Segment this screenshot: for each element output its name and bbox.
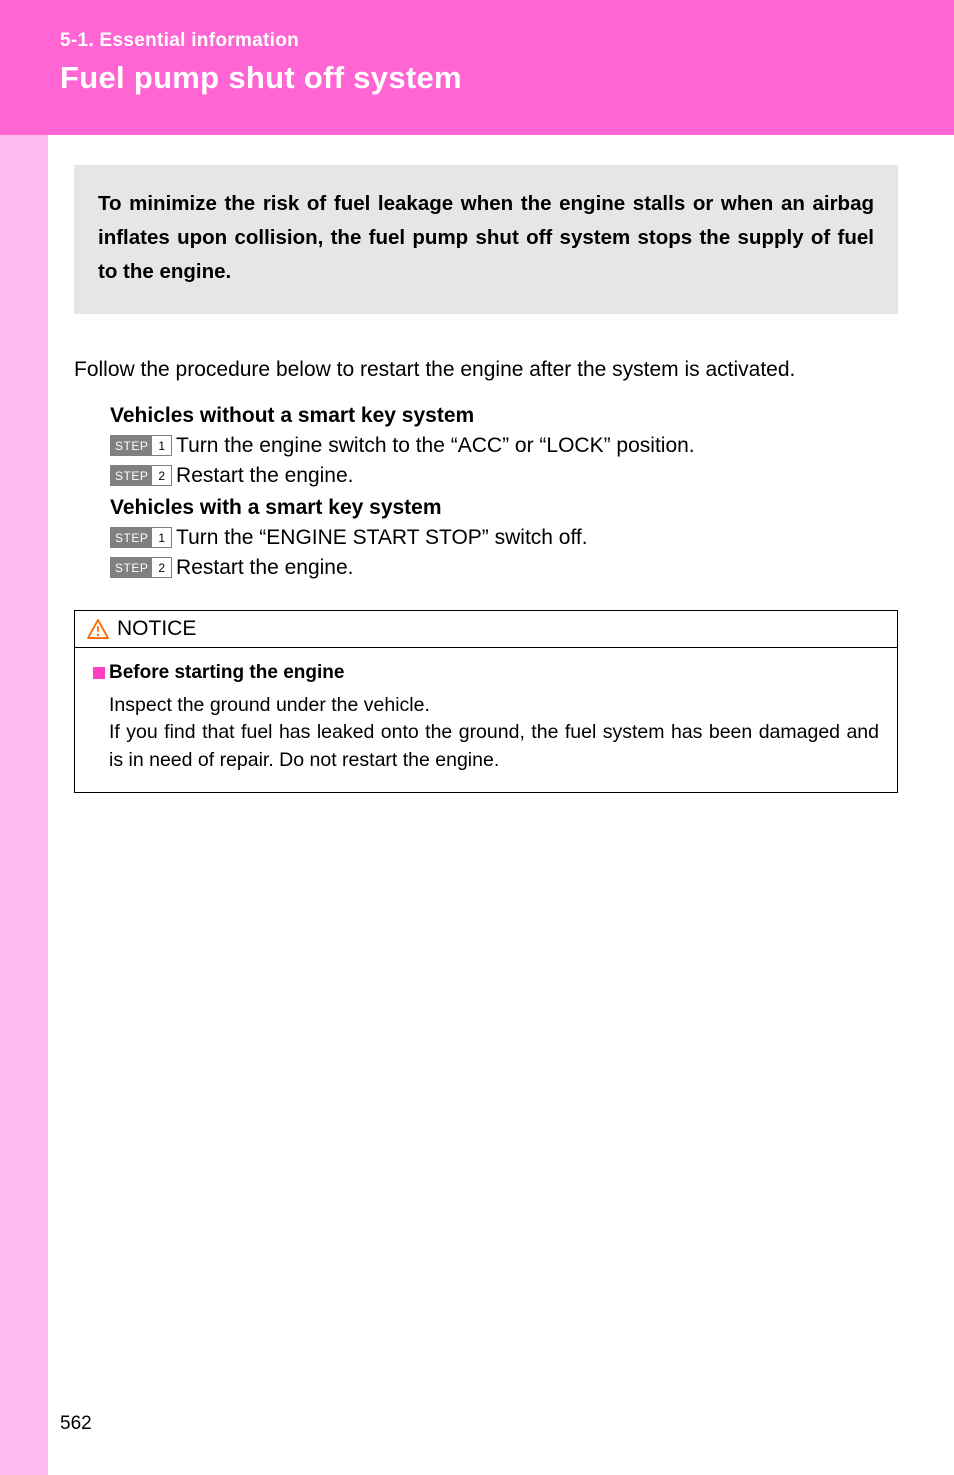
step-line: STEP 1 Turn the “ENGINE START STOP” swit… (110, 526, 898, 550)
step-word: STEP (111, 466, 152, 485)
step-num: 1 (152, 436, 171, 455)
step-word: STEP (111, 436, 152, 455)
section-label: 5-1. Essential information (60, 30, 954, 52)
step-badge-icon: STEP 2 (110, 465, 172, 486)
notice-title: NOTICE (117, 617, 196, 641)
step-num: 2 (152, 558, 171, 577)
step-num: 2 (152, 466, 171, 485)
main-content: To minimize the risk of fuel leakage whe… (48, 135, 954, 793)
procedures: Vehicles without a smart key system STEP… (74, 386, 898, 580)
step-text: Restart the engine. (176, 556, 353, 580)
bullet-square-icon (93, 667, 105, 679)
step-word: STEP (111, 528, 152, 547)
step-text: Turn the “ENGINE START STOP” switch off. (176, 526, 588, 550)
subheading-without-smart-key: Vehicles without a smart key system (110, 404, 898, 428)
page-number: 562 (60, 1413, 92, 1435)
notice-line: If you find that fuel has leaked onto th… (109, 719, 879, 774)
intro-box: To minimize the risk of fuel leakage whe… (74, 165, 898, 314)
notice-subheading-text: Before starting the engine (109, 662, 344, 684)
notice-header: NOTICE (75, 611, 897, 648)
step-badge-icon: STEP 1 (110, 435, 172, 456)
step-line: STEP 2 Restart the engine. (110, 464, 898, 488)
step-text: Restart the engine. (176, 464, 353, 488)
notice-line: Inspect the ground under the vehicle. (109, 692, 879, 719)
notice-box: NOTICE Before starting the engine Inspec… (74, 610, 898, 793)
step-word: STEP (111, 558, 152, 577)
step-badge-icon: STEP 2 (110, 557, 172, 578)
notice-body: Before starting the engine Inspect the g… (75, 648, 897, 792)
header-band: 5-1. Essential information Fuel pump shu… (0, 0, 954, 135)
notice-subheading: Before starting the engine (93, 662, 879, 684)
notice-text: Inspect the ground under the vehicle. If… (93, 692, 879, 774)
warning-triangle-icon (87, 619, 109, 639)
step-line: STEP 1 Turn the engine switch to the “AC… (110, 434, 898, 458)
side-band (0, 135, 48, 1475)
step-text: Turn the engine switch to the “ACC” or “… (176, 434, 695, 458)
page-title: Fuel pump shut off system (60, 60, 954, 96)
step-line: STEP 2 Restart the engine. (110, 556, 898, 580)
step-num: 1 (152, 528, 171, 547)
step-badge-icon: STEP 1 (110, 527, 172, 548)
follow-text: Follow the procedure below to restart th… (74, 354, 898, 386)
subheading-with-smart-key: Vehicles with a smart key system (110, 496, 898, 520)
